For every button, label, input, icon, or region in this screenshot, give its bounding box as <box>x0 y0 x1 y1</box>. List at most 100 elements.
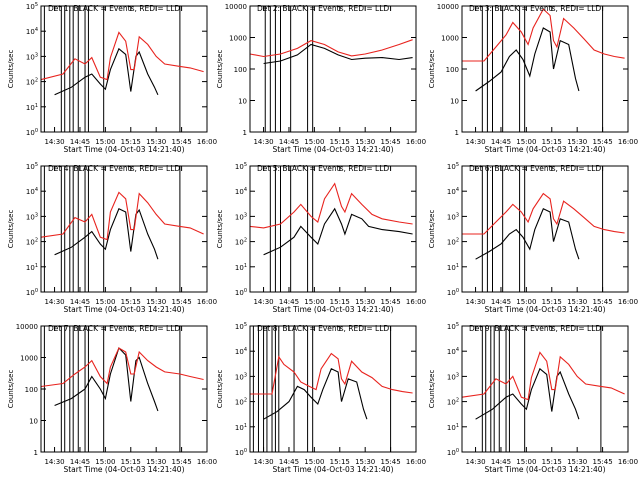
plot-frame <box>461 5 629 133</box>
x-tick-label: 16:00 <box>406 298 426 306</box>
y-tick-label: 103 <box>26 52 38 61</box>
events-series-line <box>475 367 580 420</box>
x-tick-label: 15:15 <box>121 458 141 466</box>
y-axis-label: Counts/sec <box>428 210 436 249</box>
y-tick-label: 104 <box>26 187 38 196</box>
lld-series-line <box>462 192 625 235</box>
lld-series-line <box>41 347 204 388</box>
y-tick-label: 100 <box>25 386 38 394</box>
x-tick-label: 15:15 <box>330 458 350 466</box>
panel-title: Det 5: BLACK = Events, RED = LLD <box>257 164 389 173</box>
x-tick-label: 15:30 <box>146 298 166 306</box>
panel-det-1: Det 1: BLACK = Events, RED = LLD 100 101 10… <box>7 2 217 154</box>
x-tick-label: 15:45 <box>592 298 612 306</box>
x-tick-label: 14:30 <box>465 458 485 466</box>
x-tick-label: 14:30 <box>253 298 273 306</box>
y-tick-label: 1 <box>34 449 38 457</box>
y-tick-label: 102 <box>26 78 38 87</box>
y-tick-label: 10000 <box>225 3 247 11</box>
y-tick-label: 100 <box>235 448 247 457</box>
x-axis-label: Start Time (04-Oct-03 14:21:40) <box>484 305 605 314</box>
x-tick-label: 15:15 <box>121 138 141 146</box>
panel-title: Det 8: BLACK = Events, RED = LLD <box>257 324 389 333</box>
y-tick-label: 100 <box>446 66 459 74</box>
events-series-line <box>263 368 368 420</box>
x-tick-label: 15:30 <box>146 458 166 466</box>
x-tick-label: 16:00 <box>406 138 426 146</box>
y-axis-label: Counts/sec <box>7 50 15 89</box>
y-axis-label: Counts/sec <box>7 210 15 249</box>
x-tick-label: 15:00 <box>95 458 115 466</box>
y-tick-label: 104 <box>447 187 459 196</box>
y-tick-label: 105 <box>235 162 247 171</box>
plot-frame <box>249 165 417 293</box>
x-tick-label: 15:15 <box>330 298 350 306</box>
x-tick-label: 14:45 <box>279 458 299 466</box>
x-tick-label: 15:15 <box>121 298 141 306</box>
x-tick-label: 16:00 <box>197 458 217 466</box>
lld-series-line <box>250 352 413 395</box>
lld-series-line <box>41 191 204 241</box>
x-tick-label: 14:30 <box>44 458 64 466</box>
x-tick-label: 15:45 <box>171 298 191 306</box>
y-tick-label: 105 <box>26 2 38 11</box>
y-tick-label: 104 <box>447 347 459 356</box>
y-tick-label: 105 <box>235 322 247 331</box>
panel-det-3: Det 3: BLACK = Events, RED = LLD 1 10 100 10… <box>428 3 638 154</box>
panel-title: Det 6: BLACK = Events, RED = LLD <box>469 164 601 173</box>
panel-det-5: Det 5: BLACK = Events, RED = LLD 100 101 10… <box>216 162 426 314</box>
x-axis-label: Start Time (04-Oct-03 14:21:40) <box>63 145 184 154</box>
y-tick-label: 103 <box>235 372 247 381</box>
x-tick-label: 15:30 <box>567 298 587 306</box>
x-tick-label: 14:45 <box>279 298 299 306</box>
panel-det-2: Det 2: BLACK = Events, RED = LLD 1 10 100 10… <box>216 3 426 154</box>
y-tick-label: 102 <box>26 238 38 247</box>
lld-series-line <box>250 182 413 229</box>
y-tick-label: 10 <box>29 418 38 426</box>
x-tick-label: 15:00 <box>516 138 536 146</box>
x-tick-label: 15:00 <box>304 138 324 146</box>
x-axis-label: Start Time (04-Oct-03 14:21:40) <box>272 305 393 314</box>
x-axis-label: Start Time (04-Oct-03 14:21:40) <box>63 305 184 314</box>
x-tick-label: 14:30 <box>44 138 64 146</box>
y-tick-label: 10000 <box>437 3 459 11</box>
y-tick-label: 101 <box>235 263 247 272</box>
y-tick-label: 102 <box>447 398 459 407</box>
events-series-line <box>263 43 413 65</box>
y-tick-label: 103 <box>447 372 459 381</box>
y-axis-label: Counts/sec <box>7 370 15 409</box>
plot-frame <box>249 5 417 133</box>
lld-series-line <box>41 31 204 81</box>
y-tick-label: 1 <box>243 129 247 137</box>
y-axis-label: Counts/sec <box>216 210 224 249</box>
x-tick-label: 14:45 <box>70 138 90 146</box>
x-tick-label: 15:45 <box>380 298 400 306</box>
y-tick-label: 1000 <box>229 35 247 43</box>
x-tick-label: 15:45 <box>380 138 400 146</box>
x-tick-label: 14:30 <box>465 138 485 146</box>
y-tick-label: 105 <box>447 322 459 331</box>
x-tick-label: 15:15 <box>542 298 562 306</box>
x-tick-label: 15:45 <box>592 138 612 146</box>
y-tick-label: 10 <box>238 98 247 106</box>
y-tick-label: 100 <box>26 128 38 137</box>
lld-series-line <box>250 39 413 58</box>
y-tick-label: 104 <box>235 187 247 196</box>
x-tick-label: 15:45 <box>592 458 612 466</box>
x-tick-label: 16:00 <box>197 138 217 146</box>
x-tick-label: 15:00 <box>304 298 324 306</box>
x-axis-label: Start Time (04-Oct-03 14:21:40) <box>272 465 393 474</box>
lld-series-line <box>462 351 625 401</box>
y-tick-label: 1 <box>455 129 459 137</box>
x-axis-label: Start Time (04-Oct-03 14:21:40) <box>484 465 605 474</box>
events-series-line <box>54 47 159 96</box>
x-tick-label: 15:30 <box>567 458 587 466</box>
panel-det-6: Det 6: BLACK = Events, RED = LLD 100 101 10… <box>428 162 638 314</box>
x-tick-label: 15:00 <box>95 138 115 146</box>
x-tick-label: 14:30 <box>253 458 273 466</box>
y-tick-label: 101 <box>26 263 38 272</box>
y-axis-label: Counts/sec <box>216 370 224 409</box>
y-tick-label: 103 <box>447 212 459 221</box>
plot-frame <box>461 165 629 293</box>
x-tick-label: 14:45 <box>491 138 511 146</box>
